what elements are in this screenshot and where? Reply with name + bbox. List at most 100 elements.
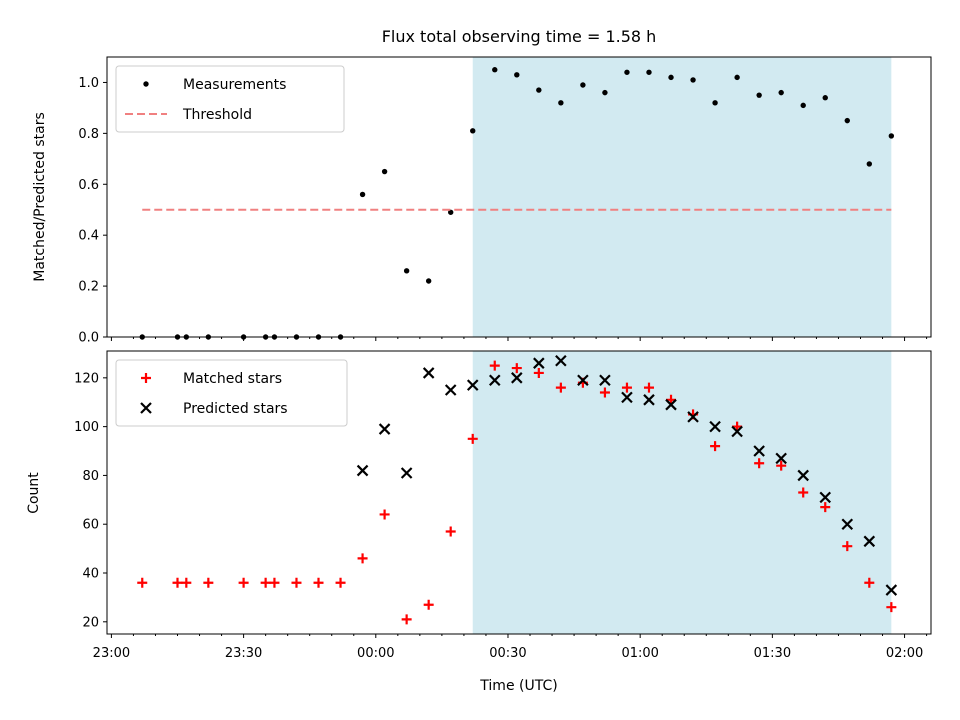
chart-title: Flux total observing time = 1.58 h xyxy=(382,27,657,46)
axes-frame xyxy=(106,56,932,338)
bottom-panel: 20 40 60 80 100 120 23:00 23:30 00:00 00:30 01:00 0… xyxy=(74,350,932,661)
data-point xyxy=(181,577,192,588)
data-point xyxy=(379,509,390,520)
data-point xyxy=(665,398,677,411)
y-tick-label: 0.8 xyxy=(78,127,99,142)
data-point xyxy=(514,72,520,78)
data-point xyxy=(422,367,435,379)
data-point xyxy=(378,423,391,435)
data-point xyxy=(886,602,897,613)
data-point xyxy=(448,209,454,215)
data-point xyxy=(425,278,432,284)
data-point xyxy=(403,268,410,274)
data-point xyxy=(269,577,280,588)
data-point xyxy=(357,553,368,564)
data-point xyxy=(756,92,762,98)
data-point xyxy=(690,77,696,83)
data-point xyxy=(356,464,369,477)
data-point xyxy=(555,382,566,393)
data-point xyxy=(841,518,854,530)
data-point xyxy=(888,133,895,139)
data-point xyxy=(800,102,806,109)
data-point xyxy=(798,487,809,498)
data-point xyxy=(797,469,809,482)
data-point xyxy=(885,584,898,596)
data-point xyxy=(646,69,652,75)
data-point xyxy=(445,526,456,537)
data-point xyxy=(335,577,346,588)
y-tick-label: 0.0 xyxy=(78,331,99,346)
data-point xyxy=(734,74,740,81)
legend: Measurements Threshold xyxy=(115,65,345,133)
legend-label: Measurements xyxy=(183,77,286,93)
x-tick-label: 01:30 xyxy=(754,646,791,661)
data-point xyxy=(621,382,632,393)
data-point xyxy=(467,433,478,444)
data-point xyxy=(492,67,498,73)
bottom-y-axis-label: Count xyxy=(26,472,42,514)
y-tick-label: 1.0 xyxy=(78,76,99,91)
legend-label: Threshold xyxy=(182,107,252,123)
data-point xyxy=(172,577,183,588)
data-point xyxy=(580,82,586,88)
data-point xyxy=(754,458,765,469)
data-point xyxy=(238,577,249,588)
x-tick-label: 00:00 xyxy=(357,646,394,661)
data-point xyxy=(822,95,828,101)
data-point xyxy=(203,577,214,588)
y-tick-label: 20 xyxy=(82,615,99,630)
series-predicted-stars xyxy=(356,354,898,596)
legend: Matched stars Predicted stars xyxy=(115,359,348,427)
x-tick-label: 01:00 xyxy=(621,646,658,661)
top-y-axis-label: Matched/Predicted stars xyxy=(32,112,48,282)
x-axis-label: Time (UTC) xyxy=(479,678,557,694)
legend-box xyxy=(115,359,348,427)
observing-span xyxy=(472,57,892,337)
observing-span xyxy=(472,351,892,634)
data-point xyxy=(423,599,434,610)
data-point xyxy=(776,460,787,471)
data-point xyxy=(668,74,674,81)
data-point xyxy=(533,357,545,369)
y-tick-label: 0.6 xyxy=(78,178,99,193)
data-point xyxy=(400,467,413,479)
data-point xyxy=(260,577,271,588)
data-point xyxy=(864,577,875,588)
data-point xyxy=(558,100,564,106)
data-point xyxy=(842,541,853,552)
data-point xyxy=(844,117,850,124)
legend-label: Matched stars xyxy=(183,371,282,387)
data-point xyxy=(488,374,501,387)
x-tick-label: 00:30 xyxy=(489,646,526,661)
data-point xyxy=(536,87,542,93)
data-point xyxy=(359,191,366,198)
legend-box xyxy=(115,65,345,133)
legend-swatch xyxy=(141,373,151,383)
data-point xyxy=(687,411,699,423)
axes-frame xyxy=(106,350,932,635)
data-point xyxy=(599,387,610,398)
data-point xyxy=(820,502,831,513)
data-point xyxy=(621,391,633,404)
y-tick-label: 60 xyxy=(82,518,99,533)
top-panel: 0.0 0.2 0.4 0.6 0.8 1.0 Measurements Threshold xyxy=(78,56,932,346)
y-tick-label: 120 xyxy=(74,371,99,386)
data-point xyxy=(555,354,567,367)
data-point xyxy=(819,491,832,504)
data-point xyxy=(511,363,522,374)
data-point xyxy=(643,382,654,393)
data-point xyxy=(866,161,873,167)
data-point xyxy=(137,577,148,588)
data-point xyxy=(489,360,500,371)
data-point xyxy=(533,367,544,378)
y-tick-label: 40 xyxy=(82,567,99,582)
data-point xyxy=(466,379,479,391)
data-point xyxy=(599,374,611,387)
data-point xyxy=(577,374,589,387)
data-point xyxy=(775,452,787,465)
data-point xyxy=(313,577,324,588)
data-point xyxy=(710,441,721,452)
data-point xyxy=(381,168,388,175)
data-point xyxy=(753,445,765,457)
